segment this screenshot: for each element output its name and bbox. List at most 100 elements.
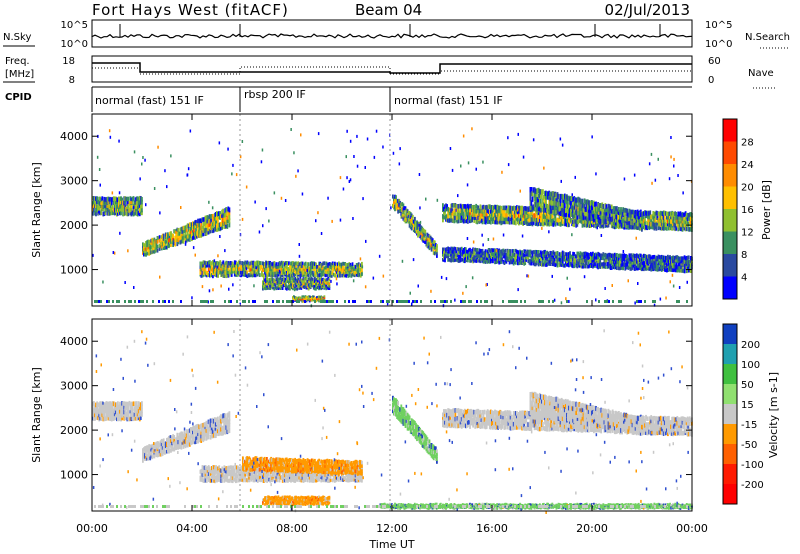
range-cell [430, 239, 433, 243]
range-cell [203, 221, 206, 226]
range-cell [309, 269, 312, 274]
range-cell [345, 265, 348, 270]
range-cell [475, 248, 478, 252]
range-cell [572, 254, 574, 258]
range-cell [455, 217, 458, 223]
nsky-strip: N.Sky 10^5 10^0 N.Search 10^5 10^0 [3, 19, 790, 50]
range-cell [283, 271, 286, 275]
range-cell [308, 283, 311, 287]
speckle-cell [195, 219, 197, 223]
range-cell [228, 272, 231, 277]
range-cell [113, 196, 116, 202]
range-cell [354, 271, 357, 275]
range-cell [330, 274, 333, 278]
range-cell [543, 253, 545, 258]
range-cell [319, 282, 321, 286]
range-cell [545, 218, 547, 223]
range-cell [593, 209, 595, 215]
range-cell [306, 285, 309, 289]
range-cell [131, 196, 134, 202]
range-cell [118, 196, 120, 202]
range-cell [593, 217, 595, 223]
range-cell [245, 270, 248, 275]
range-cell [601, 210, 604, 216]
range-cell [443, 255, 445, 260]
range-cell [263, 273, 265, 278]
range-cell [309, 298, 312, 301]
range-cell [201, 261, 204, 266]
speckle-cell [186, 173, 188, 177]
range-cell [139, 210, 142, 215]
range-cell [569, 212, 571, 218]
speckle-cell [425, 197, 427, 201]
range-cell [500, 253, 503, 258]
range-cell [586, 218, 589, 224]
range-cell [648, 266, 651, 271]
range-cell [487, 259, 490, 263]
range-cell [292, 268, 294, 273]
range-cell [468, 207, 470, 213]
range-cell [211, 221, 214, 227]
range-cell [322, 268, 325, 273]
ground-scatter-cell [514, 300, 516, 303]
range-cell [645, 266, 647, 271]
range-cell [155, 247, 158, 252]
range-cell [666, 222, 668, 228]
range-cell [552, 195, 555, 202]
range-cell [560, 221, 563, 226]
range-cell [522, 207, 524, 212]
range-cell [516, 255, 518, 260]
range-cell [485, 252, 488, 256]
range-cell [202, 220, 205, 225]
range-cell [516, 258, 518, 262]
range-cell [588, 223, 591, 228]
range-cell [524, 258, 527, 263]
range-cell [169, 238, 171, 243]
range-cell [686, 212, 689, 218]
range-cell [340, 269, 342, 274]
range-cell [636, 225, 639, 230]
range-cell [628, 212, 631, 218]
range-cell [498, 216, 501, 222]
range-cell [558, 201, 561, 207]
range-cell [102, 412, 105, 417]
range-cell [505, 252, 508, 257]
y-tick-label: 1000 [60, 264, 88, 277]
range-cell [97, 402, 99, 408]
range-cell [529, 204, 532, 211]
range-cell [93, 196, 95, 201]
range-cell [677, 219, 680, 224]
range-cell [298, 286, 301, 290]
range-cell [595, 252, 597, 257]
range-cell [155, 243, 158, 247]
range-cell [143, 244, 145, 249]
range-cell [535, 218, 538, 223]
range-cell [209, 218, 212, 224]
ground-scatter-cell [366, 300, 368, 303]
range-cell [575, 254, 578, 259]
range-cell [226, 210, 229, 216]
range-cell [455, 249, 458, 254]
range-cell [463, 256, 466, 261]
range-cell [359, 269, 362, 274]
range-cell [203, 264, 206, 269]
range-cell [642, 257, 644, 262]
range-cell [464, 258, 467, 263]
range-cell [234, 267, 237, 272]
range-cell [507, 216, 510, 222]
range-cell [586, 222, 589, 227]
range-cell [187, 237, 190, 242]
range-cell [678, 222, 681, 227]
range-cell [642, 217, 644, 223]
speckle-cell [130, 201, 132, 205]
range-cell [634, 209, 637, 215]
range-cell [573, 258, 576, 262]
range-cell [220, 266, 223, 271]
range-cell [213, 269, 215, 274]
range-cell [477, 258, 480, 263]
range-cell [537, 259, 540, 264]
range-cell [557, 257, 560, 262]
range-cell [503, 261, 506, 265]
range-cell [206, 215, 209, 220]
range-cell [653, 254, 656, 259]
